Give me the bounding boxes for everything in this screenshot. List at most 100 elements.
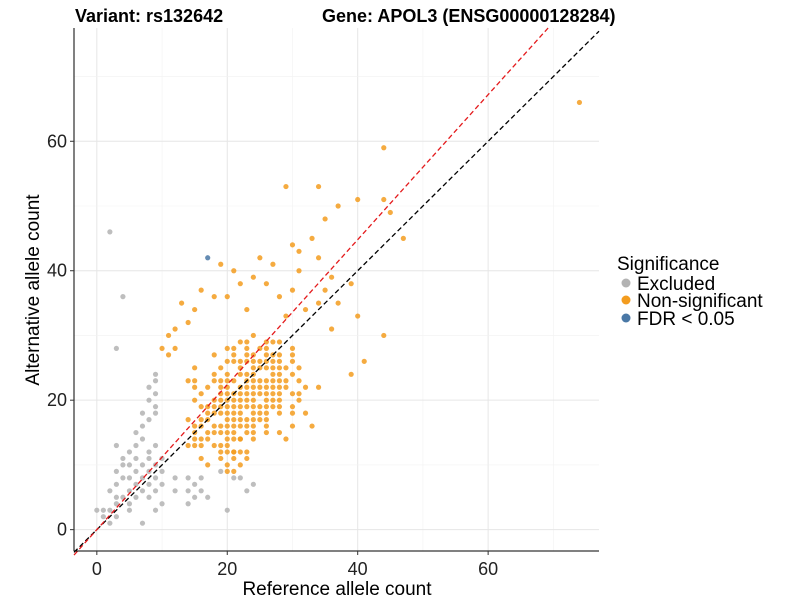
x-axis-label: Reference allele count bbox=[242, 579, 432, 600]
point-non-significant bbox=[296, 248, 302, 254]
point-non-significant bbox=[289, 345, 296, 352]
point-excluded bbox=[113, 345, 119, 352]
point-non-significant bbox=[192, 423, 198, 429]
point-non-significant bbox=[270, 404, 276, 410]
point-excluded bbox=[107, 229, 113, 235]
point-excluded bbox=[120, 475, 126, 481]
x-tick-label: 20 bbox=[217, 559, 237, 579]
legend-label-excluded: Excluded bbox=[637, 274, 715, 295]
point-non-significant bbox=[283, 384, 289, 390]
point-non-significant bbox=[185, 378, 191, 384]
point-non-significant bbox=[237, 462, 243, 468]
point-non-significant bbox=[231, 417, 237, 423]
point-non-significant bbox=[270, 358, 276, 364]
point-non-significant bbox=[381, 332, 387, 339]
point-excluded bbox=[152, 371, 159, 377]
point-non-significant bbox=[198, 442, 204, 449]
point-non-significant bbox=[218, 397, 224, 403]
point-non-significant bbox=[270, 397, 276, 403]
point-non-significant bbox=[289, 352, 296, 358]
point-excluded bbox=[100, 514, 106, 520]
point-excluded bbox=[152, 410, 159, 416]
point-excluded bbox=[107, 507, 113, 513]
point-non-significant bbox=[211, 429, 217, 436]
point-excluded bbox=[139, 488, 146, 494]
point-excluded bbox=[139, 423, 146, 429]
point-non-significant bbox=[283, 313, 289, 319]
point-excluded bbox=[237, 475, 243, 481]
point-non-significant bbox=[231, 455, 237, 462]
legend-swatch-fdr bbox=[621, 313, 631, 323]
point-non-significant bbox=[179, 300, 185, 306]
title-gene: Gene: APOL3 (ENSG00000128284) bbox=[322, 6, 615, 26]
point-excluded bbox=[120, 462, 126, 468]
point-non-significant bbox=[237, 397, 243, 403]
point-non-significant bbox=[250, 397, 256, 403]
point-non-significant bbox=[237, 423, 243, 429]
point-non-significant bbox=[289, 287, 296, 293]
point-non-significant bbox=[381, 145, 387, 151]
point-excluded bbox=[100, 507, 106, 513]
point-non-significant bbox=[205, 429, 211, 436]
legend-swatch-non-significant bbox=[621, 295, 631, 305]
point-excluded bbox=[113, 481, 119, 487]
point-non-significant bbox=[257, 255, 263, 261]
point-non-significant bbox=[211, 378, 217, 384]
point-excluded bbox=[113, 494, 119, 500]
point-non-significant bbox=[302, 306, 309, 313]
point-non-significant bbox=[237, 371, 243, 377]
legend-swatch-excluded bbox=[621, 278, 631, 288]
point-non-significant bbox=[289, 391, 296, 397]
point-non-significant bbox=[250, 274, 256, 280]
point-non-significant bbox=[224, 449, 230, 455]
point-non-significant bbox=[355, 313, 361, 319]
point-non-significant bbox=[237, 449, 243, 455]
point-non-significant bbox=[237, 339, 243, 345]
point-non-significant bbox=[237, 404, 243, 410]
point-non-significant bbox=[224, 391, 230, 397]
point-non-significant bbox=[335, 300, 341, 306]
point-excluded bbox=[152, 442, 159, 449]
legend-item-excluded: Excluded bbox=[621, 274, 715, 295]
point-non-significant bbox=[283, 183, 289, 190]
point-non-significant bbox=[335, 203, 341, 209]
point-non-significant bbox=[198, 404, 204, 410]
axes-layer bbox=[73, 28, 599, 552]
point-excluded bbox=[126, 501, 133, 507]
point-non-significant bbox=[231, 429, 237, 436]
legend-label-non-significant: Non-significant bbox=[637, 291, 763, 312]
point-non-significant bbox=[192, 384, 198, 390]
point-non-significant bbox=[250, 417, 256, 423]
point-non-significant bbox=[257, 391, 263, 397]
point-excluded bbox=[94, 507, 100, 513]
point-non-significant bbox=[231, 468, 237, 474]
point-excluded bbox=[152, 404, 159, 410]
point-non-significant bbox=[576, 99, 583, 106]
point-non-significant bbox=[231, 358, 237, 364]
point-non-significant bbox=[244, 429, 250, 436]
point-excluded bbox=[139, 410, 146, 416]
point-non-significant bbox=[263, 378, 269, 384]
point-excluded bbox=[126, 462, 133, 468]
point-non-significant bbox=[263, 423, 269, 429]
point-non-significant bbox=[224, 442, 230, 449]
point-excluded bbox=[139, 462, 146, 468]
point-non-significant bbox=[263, 397, 269, 403]
point-excluded bbox=[146, 455, 152, 462]
x-tick-label: 40 bbox=[348, 559, 368, 579]
point-non-significant bbox=[205, 384, 211, 390]
point-non-significant bbox=[211, 404, 217, 410]
point-non-significant bbox=[283, 378, 289, 384]
point-non-significant bbox=[257, 378, 263, 384]
point-non-significant bbox=[165, 332, 172, 339]
point-non-significant bbox=[250, 384, 256, 390]
point-non-significant bbox=[296, 397, 302, 403]
point-non-significant bbox=[309, 235, 315, 241]
y-tick-label: 40 bbox=[47, 261, 67, 281]
point-non-significant bbox=[348, 281, 354, 287]
point-non-significant bbox=[244, 391, 250, 397]
point-non-significant bbox=[296, 365, 302, 371]
point-excluded bbox=[133, 429, 139, 436]
point-non-significant bbox=[289, 423, 296, 429]
point-non-significant bbox=[244, 339, 250, 345]
